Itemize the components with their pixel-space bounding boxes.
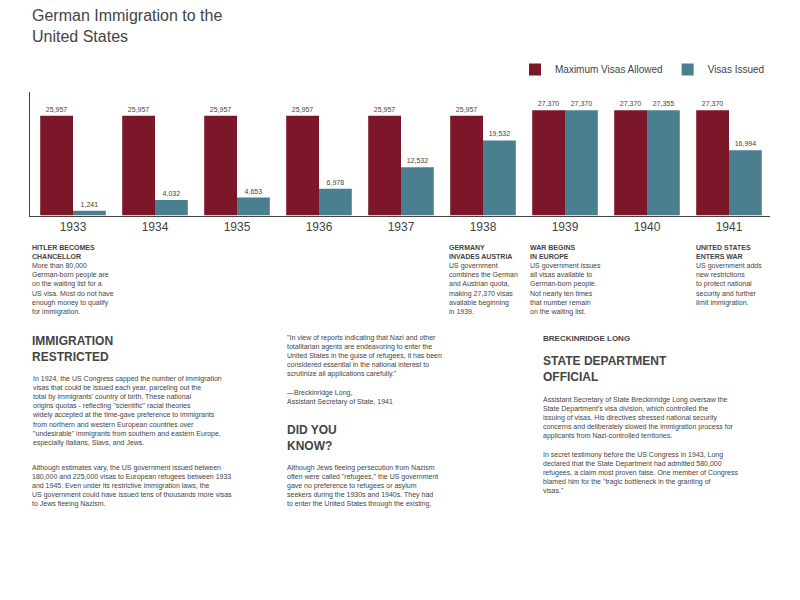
svg-text:IMMIGRATIONRESTRICTED: IMMIGRATIONRESTRICTED bbox=[32, 334, 113, 364]
svg-text:12,532: 12,532 bbox=[407, 157, 429, 164]
svg-text:1933: 1933 bbox=[60, 220, 87, 234]
svg-text:25,957: 25,957 bbox=[128, 106, 150, 113]
svg-text:Although estimates vary, the U: Although estimates vary, the US governme… bbox=[32, 464, 232, 508]
svg-text:Maximum Visas Allowed: Maximum Visas Allowed bbox=[555, 64, 663, 75]
svg-text:25,957: 25,957 bbox=[374, 106, 396, 113]
svg-text:HITLER BECOMESCHANCELLORMore t: HITLER BECOMESCHANCELLORMore than 80,000… bbox=[32, 244, 114, 316]
svg-text:1940: 1940 bbox=[634, 220, 661, 234]
svg-text:1,241: 1,241 bbox=[81, 201, 99, 208]
svg-text:25,957: 25,957 bbox=[210, 106, 232, 113]
svg-text:UNITED STATESENTERS WARUS gove: UNITED STATESENTERS WARUS government add… bbox=[696, 244, 762, 307]
svg-text:Visas Issued: Visas Issued bbox=[708, 64, 765, 75]
svg-text:STATE DEPARTMENTOFFICIAL: STATE DEPARTMENTOFFICIAL bbox=[543, 354, 667, 384]
svg-text:16,994: 16,994 bbox=[735, 140, 757, 147]
svg-text:25,957: 25,957 bbox=[46, 106, 68, 113]
svg-text:BRECKINRIDGE LONG: BRECKINRIDGE LONG bbox=[543, 334, 630, 343]
svg-text:27,370: 27,370 bbox=[702, 100, 724, 107]
svg-text:25,957: 25,957 bbox=[292, 106, 314, 113]
svg-text:19,532: 19,532 bbox=[489, 130, 511, 137]
svg-text:1938: 1938 bbox=[470, 220, 497, 234]
svg-text:Assistant Secretary of State B: Assistant Secretary of State Breckinridg… bbox=[543, 396, 738, 494]
svg-text:4,653: 4,653 bbox=[245, 188, 263, 195]
svg-text:27,355: 27,355 bbox=[653, 100, 675, 107]
svg-text:27,370: 27,370 bbox=[620, 100, 642, 107]
svg-text:Although Jews fleeing persecut: Although Jews fleeing persecution from N… bbox=[287, 464, 438, 508]
svg-text:GERMANYINVADES AUSTRIAUS gover: GERMANYINVADES AUSTRIAUS governmentcombi… bbox=[449, 244, 518, 315]
svg-text:1934: 1934 bbox=[142, 220, 169, 234]
svg-text:1935: 1935 bbox=[224, 220, 251, 234]
svg-text:1939: 1939 bbox=[552, 220, 579, 234]
svg-text:27,370: 27,370 bbox=[571, 100, 593, 107]
svg-text:In 1924, the US Congress cappe: In 1924, the US Congress capped the numb… bbox=[32, 375, 222, 447]
svg-text:German Immigration to theUnite: German Immigration to theUnited States bbox=[32, 7, 222, 45]
svg-text:27,370: 27,370 bbox=[538, 100, 560, 107]
svg-text:25,957: 25,957 bbox=[456, 106, 478, 113]
svg-text:6,978: 6,978 bbox=[327, 179, 345, 186]
svg-text:"In view of reports indicating: "In view of reports indicating that Nazi… bbox=[287, 334, 442, 406]
svg-text:4,032: 4,032 bbox=[163, 190, 181, 197]
svg-text:1937: 1937 bbox=[388, 220, 415, 234]
svg-text:DID YOUKNOW?: DID YOUKNOW? bbox=[287, 423, 337, 453]
svg-text:1936: 1936 bbox=[306, 220, 333, 234]
svg-text:WAR BEGINSIN EUROPEUS governme: WAR BEGINSIN EUROPEUS government issuesa… bbox=[530, 244, 601, 316]
svg-text:1941: 1941 bbox=[716, 220, 743, 234]
